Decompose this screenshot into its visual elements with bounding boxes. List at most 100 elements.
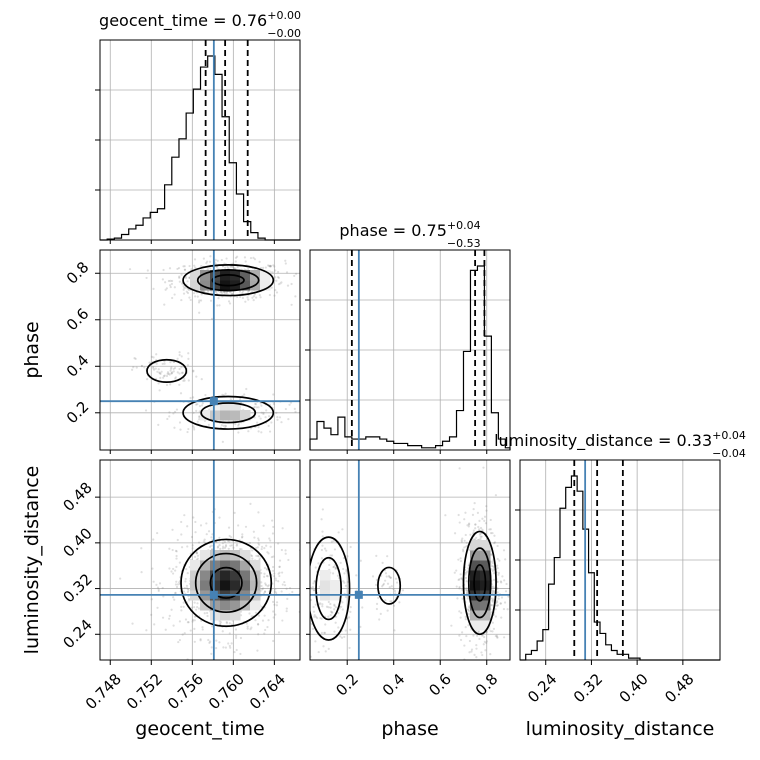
sample-point	[463, 518, 466, 521]
sample-point	[329, 614, 332, 617]
sample-point	[482, 466, 485, 469]
sample-point	[250, 626, 253, 629]
sample-point	[225, 622, 228, 625]
histogram-luminosity_distance	[520, 475, 720, 661]
sample-point	[175, 557, 178, 560]
sample-point	[462, 550, 465, 553]
sample-point	[268, 537, 271, 540]
sample-point	[327, 600, 330, 604]
sample-point	[172, 596, 175, 599]
sample-point	[220, 424, 223, 427]
sample-point	[489, 532, 493, 535]
sample-point	[228, 644, 231, 648]
sample-point	[248, 541, 252, 545]
density-bin	[240, 270, 251, 281]
sample-point	[210, 652, 213, 655]
sample-point	[492, 578, 496, 581]
sample-point	[465, 588, 468, 591]
sample-point	[493, 534, 496, 537]
sample-point	[458, 610, 461, 613]
sample-point	[496, 566, 499, 570]
sample-point	[491, 597, 494, 600]
sample-point	[233, 511, 236, 514]
sample-point	[395, 581, 399, 584]
pair-panel-phase-luminosity_distance	[296, 459, 511, 661]
sample-point	[337, 612, 340, 615]
density-bin	[220, 410, 231, 421]
sample-point	[171, 572, 175, 575]
sample-point	[158, 371, 161, 374]
sample-point	[275, 411, 278, 414]
density-bin	[250, 600, 261, 611]
sample-point	[296, 565, 298, 567]
title-plus: +0.04	[712, 429, 746, 442]
sample-point	[176, 371, 179, 374]
sample-point	[472, 508, 475, 511]
sample-point	[143, 366, 146, 369]
sample-point	[162, 374, 166, 378]
sample-point	[465, 580, 468, 583]
sample-point	[218, 536, 221, 539]
sample-point	[257, 539, 260, 542]
sample-point	[284, 259, 287, 262]
sample-point	[483, 519, 486, 523]
sample-point	[263, 566, 267, 570]
y-tick-label: 0.40	[59, 524, 95, 560]
sample-point	[474, 527, 477, 530]
sample-point	[494, 634, 497, 638]
sample-point	[393, 589, 397, 593]
sample-point	[463, 546, 466, 549]
sample-point	[496, 564, 499, 567]
sample-point	[361, 606, 364, 609]
sample-point	[156, 586, 160, 589]
sample-point	[499, 602, 502, 605]
sample-point	[223, 291, 226, 294]
sample-point	[475, 536, 478, 539]
truth-marker	[209, 397, 218, 406]
sample-point	[257, 555, 260, 558]
sample-point	[496, 580, 499, 584]
sample-point	[205, 533, 208, 536]
sample-point	[181, 633, 184, 636]
sample-point	[251, 549, 254, 552]
sample-point	[319, 602, 322, 605]
sample-point	[191, 620, 194, 623]
density-bin	[210, 610, 221, 621]
sample-point	[260, 404, 263, 407]
sample-point	[190, 268, 193, 271]
sample-point	[500, 616, 503, 619]
sample-point	[339, 561, 342, 564]
sample-point	[192, 425, 195, 428]
density-bin	[230, 570, 241, 581]
sample-point	[490, 592, 493, 595]
sample-point	[272, 639, 275, 643]
contour	[462, 530, 497, 636]
sample-point	[502, 607, 506, 611]
sample-point	[495, 599, 498, 602]
sample-point	[266, 575, 269, 578]
sample-point	[216, 545, 220, 548]
sample-point	[463, 644, 466, 647]
sample-point	[382, 582, 385, 585]
sample-point	[224, 545, 228, 548]
sample-point	[328, 563, 331, 567]
sample-point	[278, 574, 281, 578]
sample-point	[178, 367, 181, 371]
sample-point	[188, 599, 191, 602]
sample-point	[268, 293, 271, 297]
sample-point	[494, 615, 498, 618]
sample-point	[152, 580, 155, 583]
sample-point	[473, 653, 476, 656]
sample-point	[238, 547, 242, 551]
sample-point	[386, 555, 389, 558]
density-bin	[220, 570, 231, 581]
sample-point	[193, 264, 196, 267]
sample-point	[177, 640, 180, 644]
sample-point	[223, 540, 226, 544]
sample-point	[312, 610, 316, 613]
sample-point	[152, 356, 155, 359]
sample-point	[275, 604, 278, 607]
sample-point	[504, 590, 508, 593]
sample-point	[261, 588, 264, 591]
